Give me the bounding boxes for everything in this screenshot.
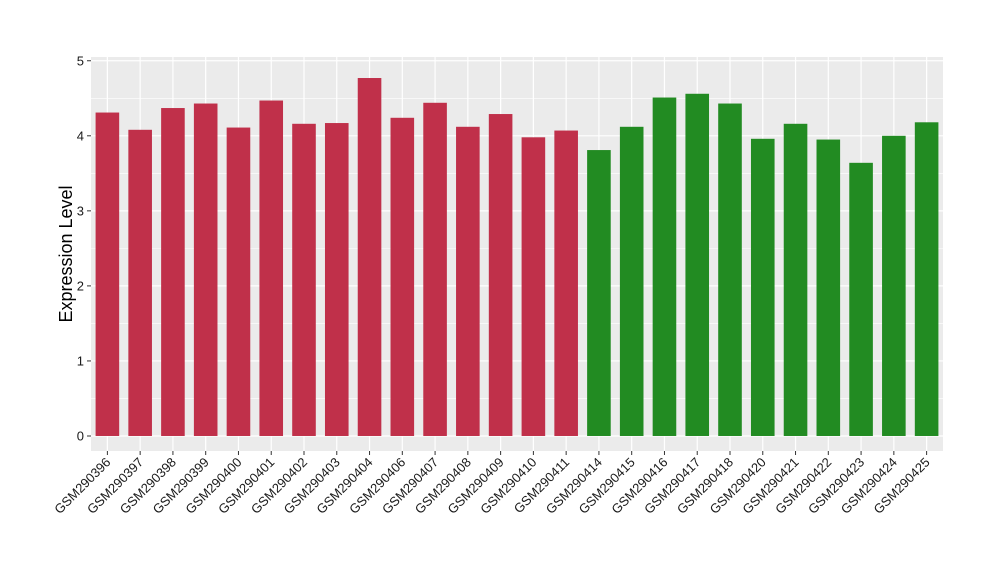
- bar: [914, 122, 939, 436]
- bar: [456, 126, 480, 436]
- bar: [783, 123, 808, 436]
- bar: [292, 123, 316, 436]
- bar: [849, 162, 873, 436]
- bar: [357, 78, 382, 436]
- bar: [95, 112, 120, 436]
- bar: [226, 127, 251, 436]
- bar: [390, 117, 415, 436]
- plot-panel: [91, 57, 943, 451]
- y-tick-label: 2: [77, 278, 84, 293]
- y-tick-label: 0: [77, 428, 84, 443]
- y-axis-title: Expression Level: [56, 185, 76, 322]
- bar: [882, 135, 906, 436]
- bar: [488, 114, 513, 436]
- bar: [521, 137, 546, 436]
- y-tick-label: 3: [77, 203, 84, 218]
- bar: [718, 103, 742, 436]
- bar: [259, 100, 284, 436]
- x-axis: GSM290396GSM290397GSM290398GSM290399GSM2…: [51, 451, 933, 517]
- bar: [324, 123, 349, 436]
- bar: [193, 103, 218, 436]
- bar: [750, 138, 775, 436]
- bar: [619, 126, 644, 436]
- bar: [128, 129, 152, 436]
- y-tick-label: 1: [77, 353, 84, 368]
- y-axis: 0 1 2 3 4 5: [77, 53, 91, 443]
- bar: [161, 108, 185, 436]
- bar: [816, 139, 841, 436]
- y-tick-label: 5: [77, 53, 84, 68]
- bar: [685, 93, 710, 436]
- bar: [554, 130, 578, 436]
- bar: [587, 150, 611, 436]
- bar: [652, 97, 677, 436]
- y-tick-label: 4: [77, 128, 84, 143]
- bar: [423, 102, 447, 436]
- bars: [95, 78, 939, 436]
